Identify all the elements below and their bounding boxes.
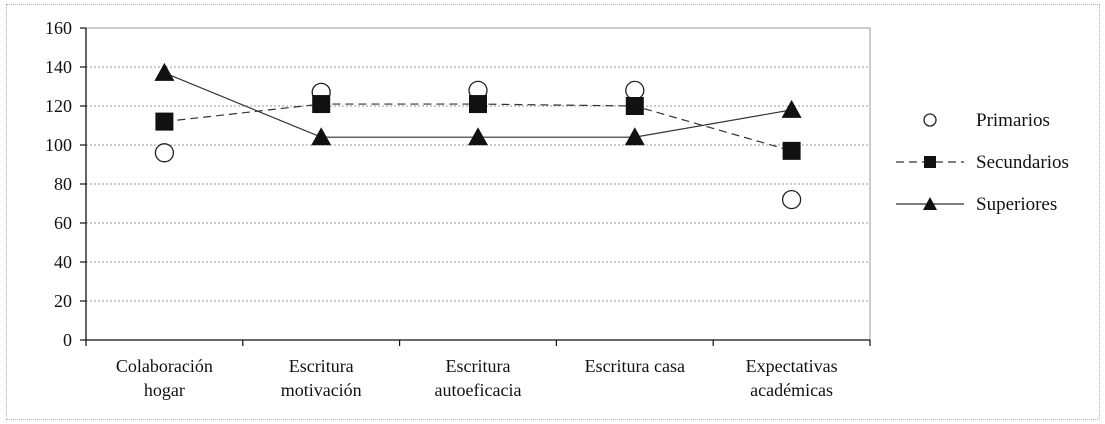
gridlines	[85, 27, 871, 341]
data-point	[625, 97, 644, 115]
series-secundarios	[155, 95, 801, 160]
y-tick-label: 120	[45, 96, 72, 116]
data-point	[781, 189, 802, 210]
data-point	[625, 80, 645, 101]
data-point	[782, 141, 801, 160]
data-point	[312, 95, 331, 114]
x-category-label: Escritura casa	[585, 356, 685, 376]
x-axis-categories: Colaboración hogar Escritura motivación Escr…	[85, 340, 871, 400]
y-tick-label: 20	[54, 291, 72, 311]
data-point	[469, 95, 487, 114]
data-point	[468, 127, 488, 146]
x-category-label: Colaboración hogar	[116, 356, 213, 400]
y-tick-label: 80	[54, 174, 72, 194]
series-superiores	[154, 62, 802, 146]
legend-item-primarios: Primarios	[923, 110, 1050, 131]
series-group	[154, 62, 802, 210]
legend-marker	[923, 197, 937, 210]
x-category-label: Expectativas académicas	[746, 356, 838, 400]
y-tick-label: 40	[54, 252, 72, 272]
legend-marker	[924, 156, 936, 168]
data-point	[154, 62, 175, 81]
data-point	[155, 112, 174, 131]
legend-label: Secundarios	[976, 152, 1069, 173]
x-category-label: Escritura autoeficacia	[435, 356, 522, 400]
data-point	[624, 127, 645, 146]
legend-label: Superiores	[976, 194, 1057, 215]
data-point	[311, 127, 332, 146]
legend-marker	[923, 113, 937, 127]
data-point	[154, 143, 175, 163]
y-tick-label: 160	[45, 18, 72, 38]
chart-frame	[6, 4, 1100, 420]
y-tick-label: 140	[45, 57, 72, 77]
x-category-label: Escritura motivación	[281, 356, 362, 400]
y-tick-label: 0	[63, 330, 72, 350]
legend-item-secundarios: Secundarios	[896, 152, 1069, 173]
y-tick-label: 60	[54, 213, 72, 233]
legend: Primarios Secundarios Superiores	[896, 110, 1069, 215]
legend-label: Primarios	[976, 110, 1050, 131]
y-axis-ticks: 0 20 40 60 80 100 120 140 160	[45, 18, 86, 350]
y-tick-label: 100	[45, 135, 72, 155]
legend-item-superiores: Superiores	[896, 194, 1057, 215]
data-point	[781, 99, 802, 118]
